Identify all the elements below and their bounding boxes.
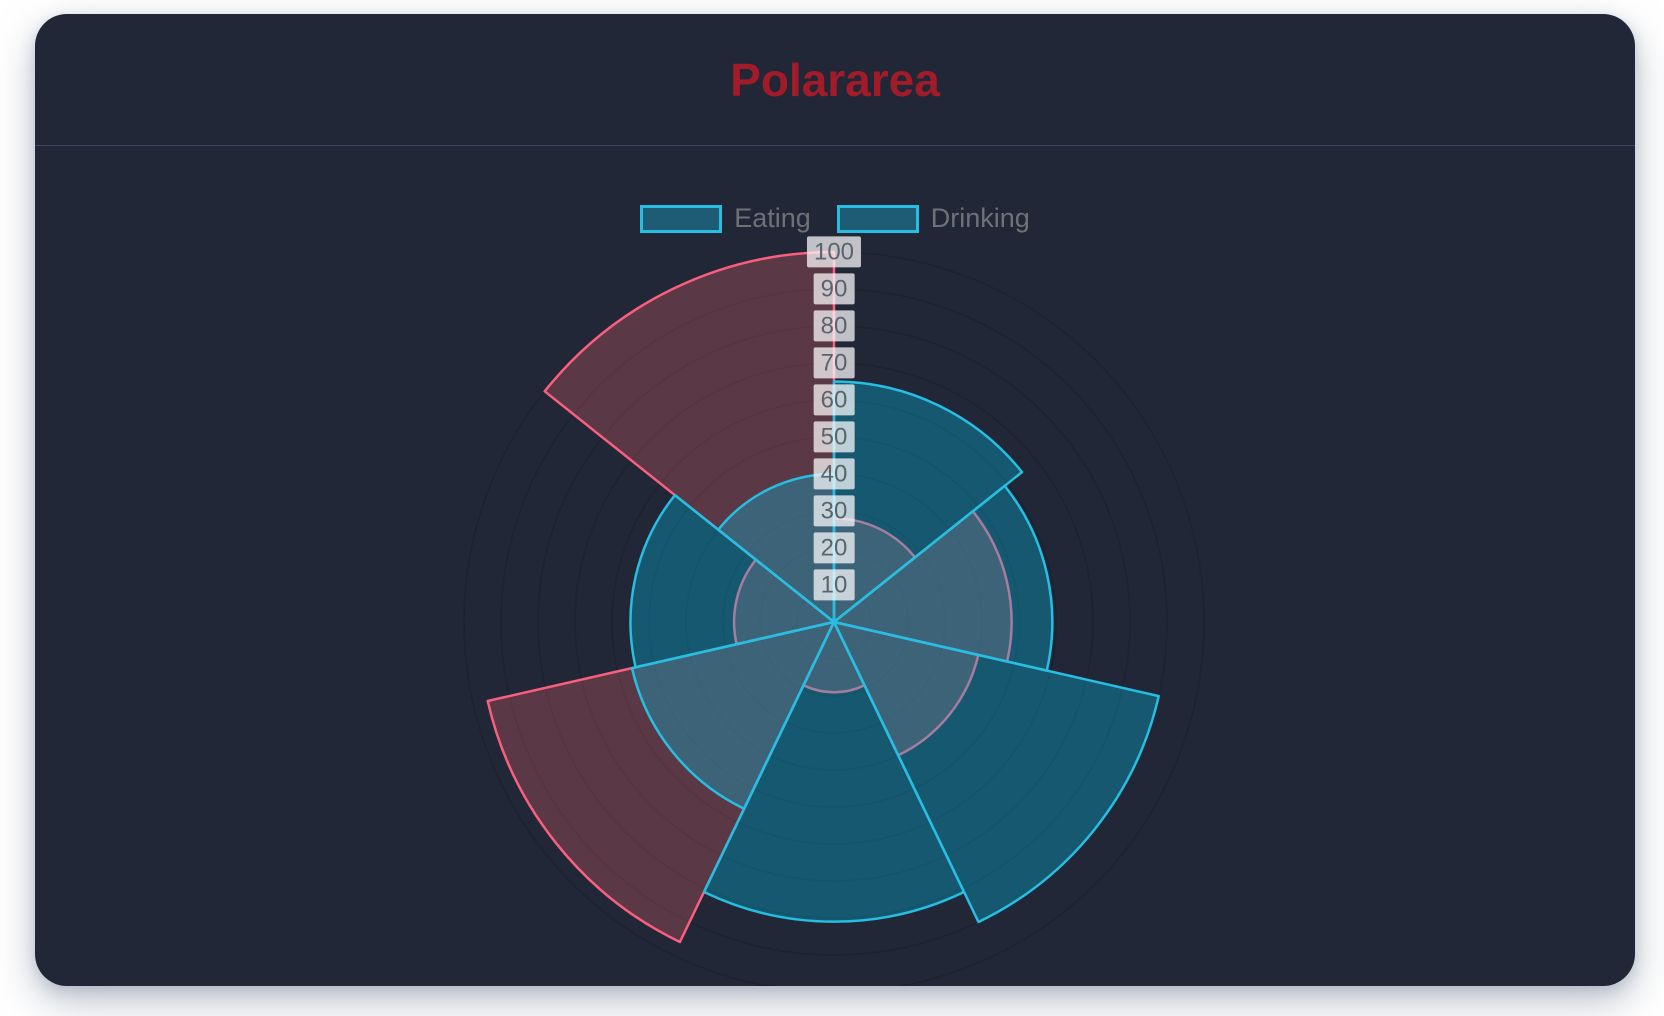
legend-item-eating[interactable]: Eating <box>640 203 811 234</box>
legend-item-label: Drinking <box>930 203 1030 233</box>
legend-swatch <box>640 204 723 233</box>
polar-chart-svg <box>463 250 1205 986</box>
legend: Eating Drinking <box>35 203 1635 234</box>
sector-pink-2[interactable] <box>832 620 980 757</box>
page-title: Polararea <box>730 53 940 106</box>
sector-teal-2[interactable] <box>832 620 1160 924</box>
chart-card: Polararea 10 20 30 40 50 60 70 80 90 100 Eating D… <box>35 14 1635 986</box>
sector-teal-5[interactable] <box>629 493 836 669</box>
polar-chart: 10 20 30 40 50 60 70 80 90 100 Eating Drinking <box>35 14 1635 986</box>
sector-pink-4[interactable] <box>486 620 836 944</box>
sector-teal-1[interactable] <box>832 484 1054 672</box>
sector-pink-6[interactable] <box>543 250 836 624</box>
sector-teal-4[interactable] <box>630 620 836 810</box>
card-header: Polararea <box>35 14 1635 146</box>
legend-item-drinking[interactable]: Drinking <box>836 203 1030 234</box>
sector-teal-3[interactable] <box>702 620 966 923</box>
sector-pink-3[interactable] <box>802 620 866 694</box>
sector-teal-0[interactable] <box>832 380 1024 624</box>
legend-item-label: Eating <box>734 203 811 233</box>
sector-pink-5[interactable] <box>732 558 836 646</box>
legend-swatch <box>836 204 919 233</box>
sector-pink-1[interactable] <box>832 510 1013 663</box>
